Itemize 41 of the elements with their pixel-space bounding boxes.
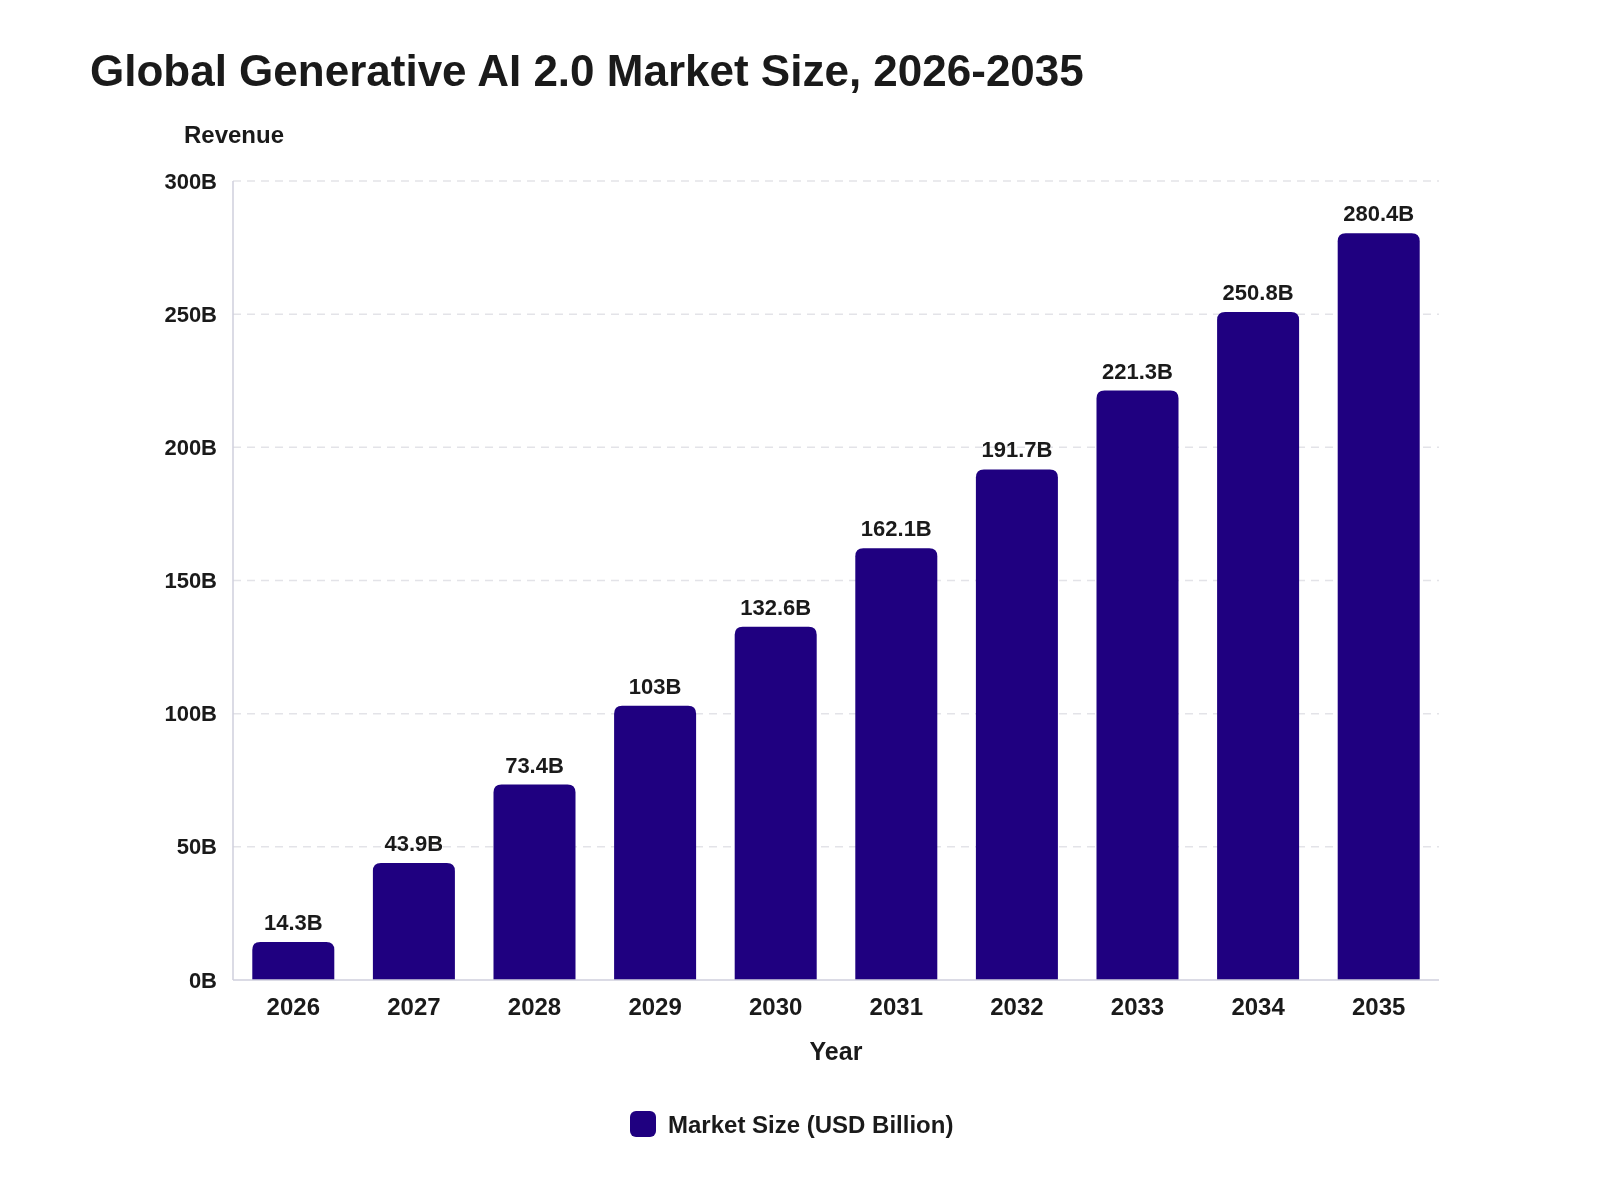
x-tick-label: 2035	[1352, 992, 1406, 1020]
data-label: 73.4B	[505, 752, 564, 778]
bar	[1096, 390, 1179, 980]
y-tick-label: 50B	[176, 834, 217, 860]
y-axis-title: Revenue	[183, 121, 285, 148]
data-label: 280.4B	[1343, 201, 1415, 227]
x-tick-label: 2026	[266, 992, 320, 1020]
bar	[252, 941, 335, 980]
data-label: 162.1B	[860, 516, 932, 542]
x-tick-label: 2029	[628, 992, 682, 1020]
bar	[493, 784, 576, 980]
bar	[855, 548, 938, 980]
data-label: 43.9B	[384, 831, 444, 857]
data-label: 250.8B	[1222, 280, 1294, 306]
data-label: 132.6B	[740, 594, 812, 620]
x-tick-label: 2028	[507, 992, 562, 1020]
bar	[372, 863, 455, 980]
x-tick-label: 2033	[1110, 992, 1165, 1020]
x-tick-label: 2030	[749, 992, 803, 1020]
bar	[1217, 312, 1300, 980]
y-tick-label: 100B	[164, 701, 217, 727]
bar	[614, 705, 697, 980]
y-tick-label: 200B	[164, 434, 217, 460]
bar	[975, 469, 1058, 980]
legend-label: Market Size (USD Billion)	[668, 1110, 954, 1138]
y-tick-label: 150B	[164, 568, 217, 593]
y-tick-label: 250B	[164, 301, 217, 327]
data-label: 14.3B	[263, 909, 323, 935]
bar	[1337, 233, 1420, 980]
x-tick-label: 2032	[990, 992, 1044, 1020]
x-tick-label: 2034	[1231, 992, 1286, 1020]
y-tick-label: 300B	[164, 168, 217, 194]
x-tick-label: 2031	[869, 992, 923, 1020]
bar	[734, 626, 817, 980]
data-label: 191.7B	[981, 437, 1053, 463]
data-label: 103B	[628, 673, 682, 699]
x-axis-title: Year	[809, 1037, 863, 1065]
chart-title: Global Generative AI 2.0 Market Size, 2026-2035	[90, 46, 1084, 95]
data-label: 221.3B	[1102, 358, 1173, 384]
x-tick-label: 2027	[387, 992, 441, 1020]
y-tick-label: 0B	[188, 967, 217, 993]
